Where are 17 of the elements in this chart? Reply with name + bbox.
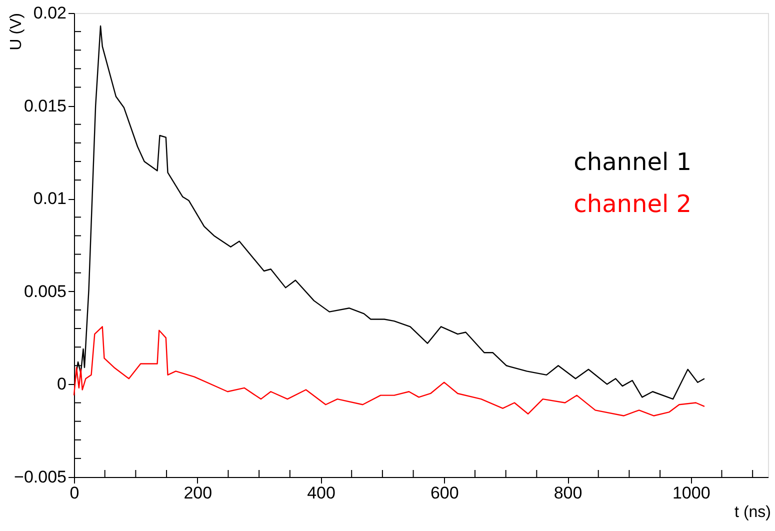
x-tick-label: 800 bbox=[554, 484, 582, 502]
line-series bbox=[73, 326, 706, 416]
y-tick-label: 0.015 bbox=[24, 96, 66, 116]
text: channel 1 bbox=[574, 148, 692, 176]
y-axis-title: U (V) bbox=[8, 13, 25, 50]
y-tick-label: −0.005 bbox=[14, 468, 66, 486]
y-tick-label: 0 bbox=[57, 374, 66, 394]
y-tick-label: 0.005 bbox=[24, 282, 66, 301]
x-axis-title: t (ns) bbox=[734, 504, 771, 521]
y-tick-label: 0.01 bbox=[33, 189, 66, 208]
x-tick-label: 600 bbox=[430, 484, 459, 502]
text: channel 2 bbox=[574, 190, 692, 218]
x-tick-label: 200 bbox=[184, 484, 212, 502]
y-tick-label: 0.02 bbox=[33, 4, 66, 22]
x-tick-label: 0 bbox=[70, 484, 80, 502]
x-tick-label: 400 bbox=[307, 484, 336, 502]
x-tick-label: 1000 bbox=[672, 484, 710, 502]
